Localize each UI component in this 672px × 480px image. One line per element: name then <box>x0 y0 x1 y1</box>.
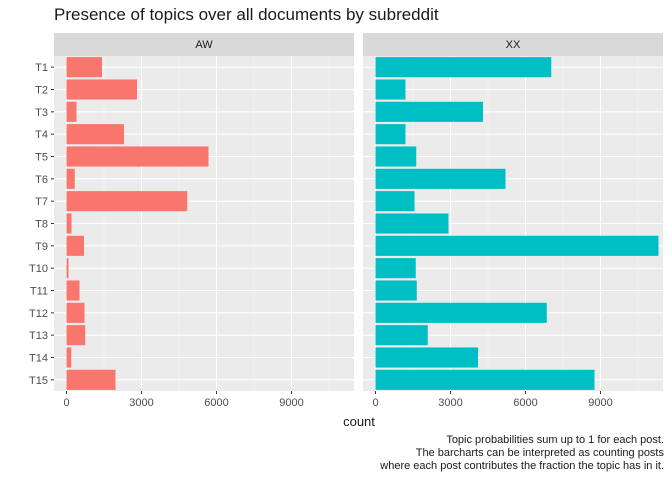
y-tick-label: T14 <box>29 353 48 365</box>
bar-xx-t9 <box>375 235 659 256</box>
x-tick-label: 9000 <box>279 397 303 409</box>
bar-aw-t13 <box>66 325 86 346</box>
y-tick-label: T12 <box>29 308 48 320</box>
bar-xx-t1 <box>375 57 552 78</box>
bar-aw-t12 <box>66 302 85 323</box>
bar-aw-t10 <box>66 258 69 279</box>
bar-aw-t15 <box>66 369 116 390</box>
y-tick-label: T2 <box>35 85 48 97</box>
bar-aw-t2 <box>66 79 137 100</box>
bar-aw-t8 <box>66 213 72 234</box>
bar-xx-t2 <box>375 79 406 100</box>
bar-xx-t15 <box>375 369 595 390</box>
bar-aw-t6 <box>66 168 75 189</box>
caption: Topic probabilities sum up to 1 for each… <box>379 434 664 472</box>
x-axis-title: count <box>343 414 375 429</box>
x-tick-label: 3000 <box>129 397 153 409</box>
bar-xx-t7 <box>375 191 415 212</box>
bar-xx-t13 <box>375 325 428 346</box>
y-tick-label: T3 <box>35 107 48 119</box>
facet-strip <box>363 33 663 56</box>
bar-xx-t14 <box>375 347 478 368</box>
bar-aw-t3 <box>66 101 77 122</box>
facet-strip-label: AW <box>195 39 213 51</box>
caption-line: Topic probabilities sum up to 1 for each… <box>446 434 664 446</box>
y-tick-label: T6 <box>35 174 48 186</box>
y-tick-label: T9 <box>35 241 48 253</box>
bar-aw-t4 <box>66 124 124 145</box>
facet-panel-aw: AW 0 3000 6000 9000 <box>54 33 354 409</box>
bar-xx-t4 <box>375 124 406 145</box>
bar-xx-t12 <box>375 302 547 323</box>
y-tick-label: T15 <box>29 375 48 387</box>
facet-strip <box>54 33 354 56</box>
y-tick-label: T13 <box>29 330 48 342</box>
x-tick-label: 6000 <box>204 397 228 409</box>
caption-line: The barcharts can be interpreted as coun… <box>416 447 665 459</box>
bar-xx-t11 <box>375 280 417 301</box>
y-tick-label: T8 <box>35 219 48 231</box>
chart-title: Presence of topics over all documents by… <box>54 5 439 24</box>
y-tick-label: T5 <box>35 152 48 164</box>
bar-aw-t1 <box>66 57 102 78</box>
x-tick-label: 0 <box>63 397 69 409</box>
x-tick-label: 0 <box>372 397 378 409</box>
bar-xx-t5 <box>375 146 417 167</box>
y-tick-label: T7 <box>35 196 48 208</box>
bar-aw-t14 <box>66 347 72 368</box>
facet-panels: AW 0 3000 6000 9000 XX 0 3000 6000 9000 T1 T2 T3 T4 T5… <box>29 33 663 409</box>
bar-xx-t6 <box>375 168 506 189</box>
bar-aw-t11 <box>66 280 80 301</box>
facet-panel-xx: XX 0 3000 6000 9000 <box>363 33 663 409</box>
bar-xx-t10 <box>375 258 416 279</box>
y-tick-label: T1 <box>35 62 48 74</box>
caption-line: where each post contributes the fraction… <box>379 460 664 472</box>
x-tick-label: 3000 <box>438 397 462 409</box>
y-tick-label: T10 <box>29 263 48 275</box>
y-tick-label: T11 <box>30 286 48 298</box>
facet-strip-label: XX <box>506 39 521 51</box>
bar-xx-t3 <box>375 101 483 122</box>
bar-aw-t9 <box>66 235 84 256</box>
x-tick-label: 6000 <box>513 397 537 409</box>
bar-aw-t7 <box>66 191 188 212</box>
x-tick-label: 9000 <box>588 397 612 409</box>
bar-xx-t8 <box>375 213 449 234</box>
y-tick-label: T4 <box>35 129 48 141</box>
bar-aw-t5 <box>66 146 209 167</box>
